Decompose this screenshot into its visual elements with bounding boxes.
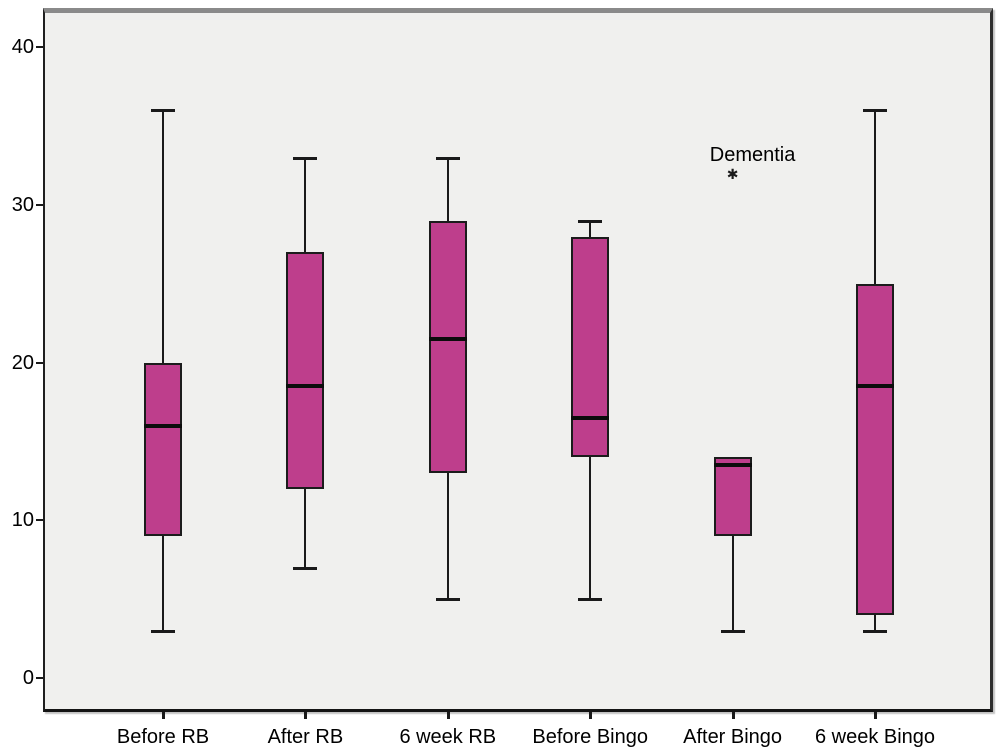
y-axis-tick xyxy=(36,519,43,522)
upper-whisker xyxy=(162,110,164,363)
x-axis-tick xyxy=(162,712,165,719)
upper-whisker xyxy=(589,220,592,237)
lower-whisker-cap xyxy=(151,629,175,633)
median-line xyxy=(571,415,610,420)
outlier-label: Dementia xyxy=(709,143,796,166)
y-axis-tick xyxy=(36,204,43,207)
x-axis-tick xyxy=(304,712,308,719)
x-axis-category-label: 6 week RB xyxy=(399,726,497,748)
upper-whisker-cap xyxy=(151,109,175,113)
y-axis-tick xyxy=(36,677,43,680)
x-axis-tick xyxy=(446,712,450,719)
median-line xyxy=(856,384,894,389)
lower-whisker-cap xyxy=(578,598,603,602)
upper-whisker xyxy=(446,157,449,221)
iqr-box xyxy=(571,236,610,458)
median-line xyxy=(428,337,467,342)
lower-whisker xyxy=(446,473,449,600)
iqr-box xyxy=(713,457,752,537)
x-axis-tick xyxy=(589,712,593,719)
lower-whisker-cap xyxy=(720,629,745,633)
lower-whisker-cap xyxy=(293,566,318,570)
lower-whisker xyxy=(731,536,734,631)
upper-whisker-cap xyxy=(435,156,460,160)
iqr-box xyxy=(856,283,894,616)
x-axis-tick xyxy=(874,712,877,719)
y-axis-tick xyxy=(36,361,43,364)
x-axis-category-label: Before RB xyxy=(116,726,210,748)
y-axis-tick xyxy=(36,46,43,49)
lower-whisker xyxy=(874,615,876,631)
y-axis-tick-label: 0 xyxy=(22,667,34,690)
y-axis-tick-label: 30 xyxy=(11,194,34,217)
upper-whisker-cap xyxy=(293,156,318,160)
upper-whisker-cap xyxy=(863,109,887,113)
lower-whisker xyxy=(162,536,164,631)
lower-whisker-cap xyxy=(435,598,460,602)
x-axis-tick xyxy=(731,712,735,719)
x-axis-category-label: After Bingo xyxy=(683,726,783,748)
y-axis-tick-label: 20 xyxy=(11,351,34,374)
x-axis-category-label: Before Bingo xyxy=(532,726,648,748)
upper-whisker-cap xyxy=(578,219,603,223)
median-line xyxy=(713,463,752,468)
median-line xyxy=(144,423,182,428)
upper-whisker xyxy=(304,157,307,253)
y-axis-tick-label: 10 xyxy=(11,509,34,532)
iqr-box xyxy=(428,220,467,474)
lower-whisker xyxy=(589,457,592,600)
x-axis-category-label: 6 week Bingo xyxy=(814,726,936,748)
plot-area xyxy=(43,8,993,712)
iqr-box xyxy=(286,252,325,489)
y-axis-tick-label: 40 xyxy=(11,36,34,59)
lower-whisker-cap xyxy=(863,629,887,633)
median-line xyxy=(286,384,325,389)
x-axis-category-label: After RB xyxy=(267,726,344,748)
iqr-box xyxy=(144,362,182,537)
upper-whisker xyxy=(874,110,876,284)
outlier-star-icon: ✱ xyxy=(726,165,739,182)
lower-whisker xyxy=(304,488,307,568)
